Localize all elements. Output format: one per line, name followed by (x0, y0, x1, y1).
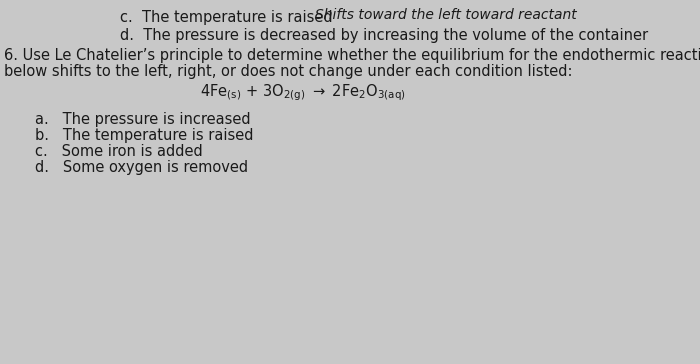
Text: below shifts to the left, right, or does not change under each condition listed:: below shifts to the left, right, or does… (4, 64, 573, 79)
Text: 6. Use Le Chatelier’s principle to determine whether the equilibrium for the end: 6. Use Le Chatelier’s principle to deter… (4, 48, 700, 63)
Text: 4Fe$_{\mathregular{(s)}}$ + 3O$_{\mathregular{2(g)}}$ $\rightarrow$ 2Fe$_{\mathr: 4Fe$_{\mathregular{(s)}}$ + 3O$_{\mathre… (200, 82, 406, 103)
Text: Shifts toward the left toward reactant: Shifts toward the left toward reactant (315, 8, 577, 22)
Text: c.  The temperature is raised: c. The temperature is raised (120, 10, 337, 25)
Text: c.   Some iron is added: c. Some iron is added (35, 144, 203, 159)
Text: b.   The temperature is raised: b. The temperature is raised (35, 128, 253, 143)
Text: d.   Some oxygen is removed: d. Some oxygen is removed (35, 160, 248, 175)
Text: d.  The pressure is decreased by increasing the volume of the container: d. The pressure is decreased by increasi… (120, 28, 648, 43)
Text: a.   The pressure is increased: a. The pressure is increased (35, 112, 251, 127)
